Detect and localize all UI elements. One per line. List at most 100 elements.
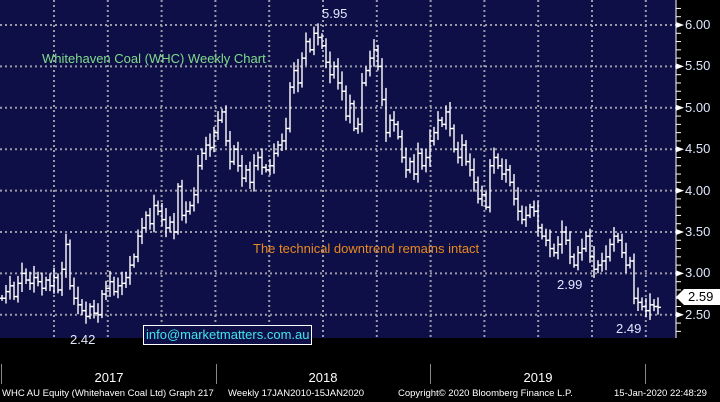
price-bar bbox=[424, 149, 429, 173]
price-bar bbox=[284, 117, 289, 150]
y-tick-label: 5.00 bbox=[685, 99, 711, 115]
price-bar bbox=[532, 200, 537, 217]
price-bar bbox=[580, 238, 585, 261]
price-bar bbox=[388, 114, 393, 138]
price-bar bbox=[444, 105, 449, 130]
y-tick-label: 3.50 bbox=[685, 224, 711, 239]
price-bar bbox=[312, 26, 317, 56]
price-bar bbox=[652, 299, 657, 312]
y-tick-arrow-icon bbox=[676, 187, 684, 194]
price-bar bbox=[232, 145, 237, 165]
price-bar bbox=[320, 33, 325, 50]
price-bar bbox=[656, 297, 661, 315]
price-bar bbox=[404, 147, 409, 178]
price-bar bbox=[24, 268, 29, 284]
price-bar bbox=[196, 154, 201, 204]
price-bar bbox=[128, 256, 133, 285]
x-tick-label: 2018 bbox=[308, 370, 338, 385]
price-bar bbox=[256, 151, 261, 171]
price-bar bbox=[112, 276, 117, 296]
price-bar bbox=[368, 50, 373, 77]
price-bar bbox=[8, 275, 13, 300]
price-bar bbox=[608, 238, 613, 262]
footer-bar: WHC AU Equity (Whitehaven Coal Ltd) Grap… bbox=[0, 388, 720, 402]
price-bar bbox=[628, 256, 633, 269]
price-bar bbox=[236, 141, 241, 172]
price-bar bbox=[548, 229, 553, 258]
price-bar bbox=[624, 242, 629, 274]
price-bar bbox=[564, 226, 569, 245]
price-bar bbox=[392, 111, 397, 132]
price-bar bbox=[524, 206, 529, 227]
price-bar bbox=[340, 71, 345, 101]
y-tick-label: 4.00 bbox=[685, 182, 711, 198]
price-bar bbox=[188, 201, 193, 215]
price-bar bbox=[244, 164, 249, 183]
price-bar bbox=[16, 275, 21, 303]
price-bar bbox=[420, 148, 425, 170]
year-separator bbox=[216, 364, 217, 384]
price-bar bbox=[20, 262, 25, 292]
price-bar bbox=[372, 39, 377, 67]
price-bar bbox=[620, 233, 625, 258]
price-bar bbox=[500, 158, 505, 181]
price-bar bbox=[364, 66, 369, 87]
price-bar bbox=[640, 297, 645, 311]
price-bar bbox=[508, 164, 513, 187]
price-bar bbox=[32, 265, 37, 293]
price-bar bbox=[488, 159, 493, 213]
price-bar bbox=[252, 154, 257, 192]
year-separator bbox=[645, 364, 646, 384]
price-bar bbox=[636, 287, 641, 311]
y-tick-arrow-icon bbox=[676, 22, 684, 28]
price-bar bbox=[456, 141, 461, 164]
price-bar bbox=[180, 179, 185, 221]
year-separator bbox=[1, 364, 2, 384]
price-bar bbox=[536, 201, 541, 236]
footer-range: Weekly 17JAN2010-15JAN2020 bbox=[228, 388, 365, 399]
price-bar bbox=[492, 147, 497, 174]
price-bar bbox=[468, 153, 473, 177]
price-bar bbox=[352, 100, 357, 132]
price-bar bbox=[156, 200, 161, 216]
y-tick-label: 4.50 bbox=[685, 141, 711, 157]
price-bar bbox=[84, 301, 89, 324]
chart-annotation: The technical downtrend remains intact bbox=[253, 241, 480, 256]
price-bar bbox=[136, 229, 141, 263]
price-bar bbox=[260, 148, 265, 175]
y-tick-arrow-icon bbox=[676, 229, 684, 235]
price-bar bbox=[184, 201, 189, 224]
year-separator bbox=[430, 364, 431, 384]
price-bar bbox=[632, 253, 637, 305]
price-bar bbox=[88, 303, 93, 320]
price-bar bbox=[596, 260, 601, 274]
price-bar bbox=[316, 23, 321, 46]
price-bar bbox=[600, 252, 605, 272]
price-bar bbox=[448, 102, 453, 137]
price-bar bbox=[68, 239, 73, 290]
price-bar bbox=[324, 38, 329, 69]
price-bar bbox=[48, 273, 53, 292]
price-bar bbox=[528, 203, 533, 219]
price-bar bbox=[168, 216, 173, 233]
email-link[interactable]: info@marketmatters.com.au bbox=[143, 325, 313, 345]
price-bar bbox=[648, 293, 653, 320]
price-bar bbox=[80, 299, 85, 316]
price-bar bbox=[220, 108, 225, 123]
price-label-low-2017: 2.42 bbox=[70, 332, 96, 347]
footer-copyright: Copyright© 2020 Bloomberg Finance L.P. bbox=[398, 388, 573, 399]
price-bar bbox=[576, 246, 581, 271]
price-bar bbox=[224, 105, 229, 147]
price-bar bbox=[348, 94, 353, 124]
price-bar bbox=[228, 130, 233, 170]
price-bar bbox=[516, 187, 521, 221]
price-bar bbox=[116, 277, 121, 299]
price-label-2019: 2.99 bbox=[557, 277, 583, 292]
price-bar bbox=[28, 271, 33, 290]
price-bar bbox=[408, 157, 413, 174]
y-tick-arrow-icon bbox=[676, 311, 684, 318]
y-tick-label: 5.50 bbox=[685, 58, 711, 74]
price-bar bbox=[432, 126, 437, 146]
price-bar bbox=[44, 276, 49, 291]
